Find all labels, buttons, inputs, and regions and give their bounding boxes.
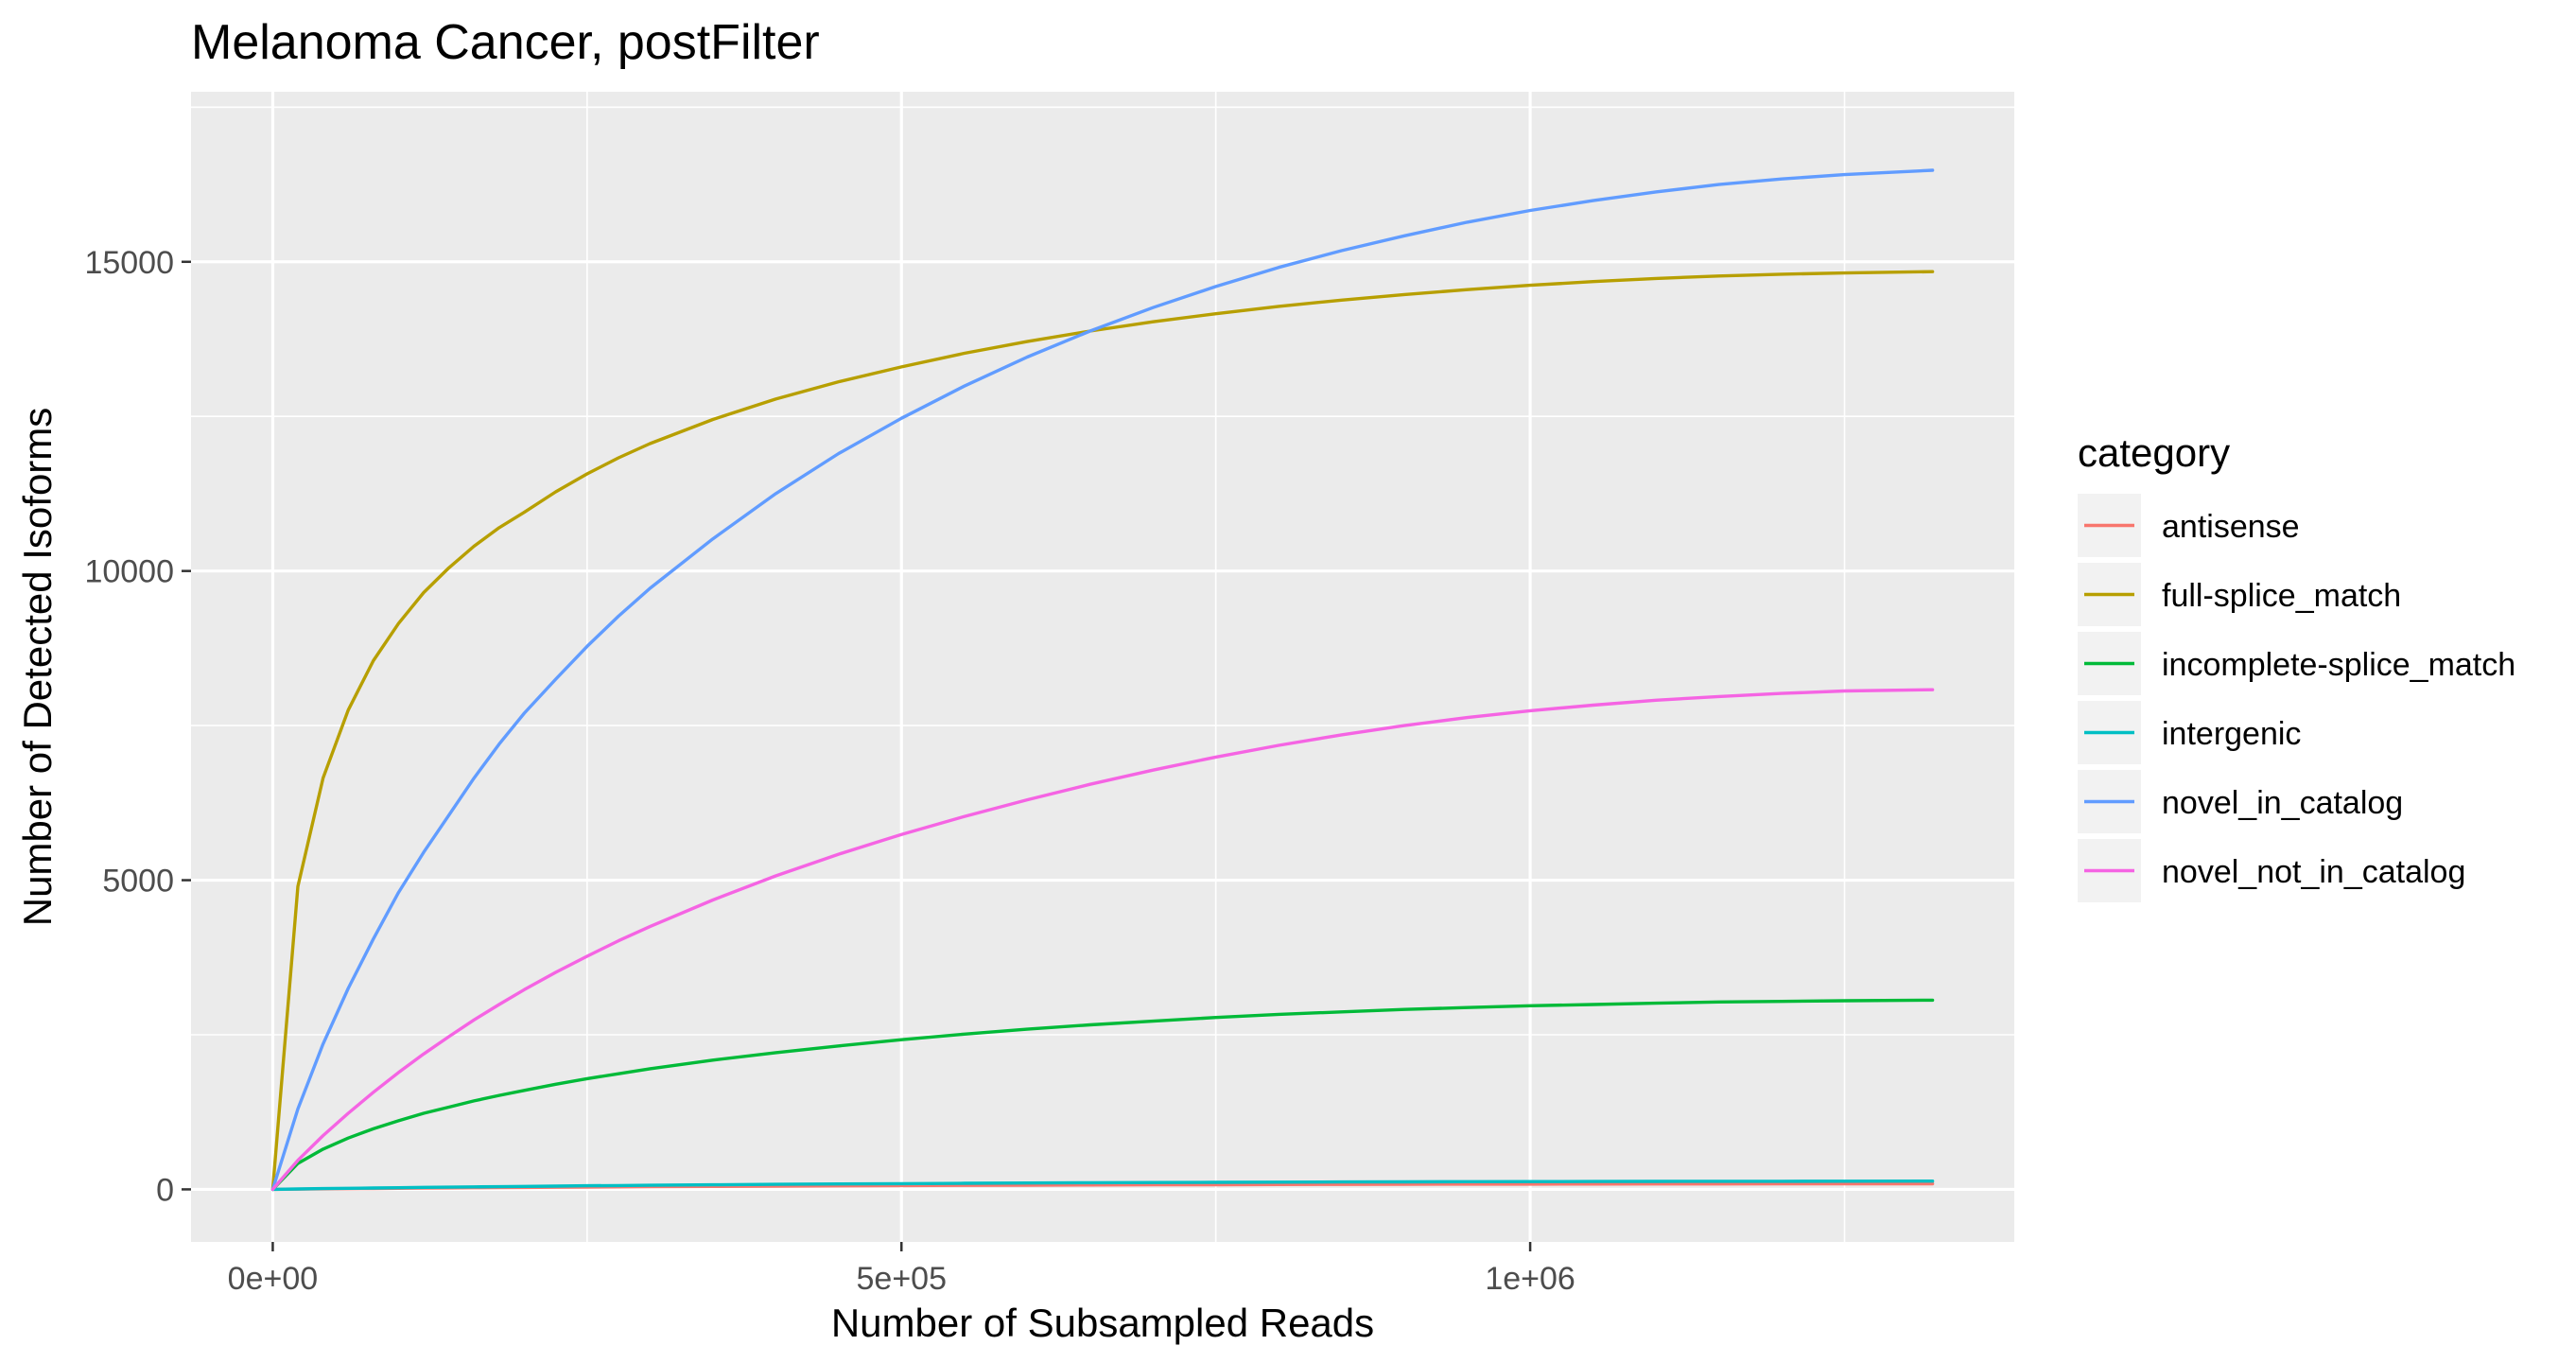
legend-item-novel_not_in_catalog: novel_not_in_catalog [2078, 839, 2465, 902]
x-axis-title: Number of Subsampled Reads [831, 1301, 1374, 1345]
legend-item-novel_in_catalog: novel_in_catalog [2078, 770, 2403, 833]
series-lines [270, 168, 1935, 1192]
legend-label: antisense [2162, 509, 2300, 545]
series-line-incomplete-splice_match [270, 998, 1935, 1192]
major-gridlines [191, 92, 2014, 1242]
series-line-novel_not_in_catalog [270, 688, 1935, 1192]
minor-gridlines [191, 92, 2014, 1242]
y-tick-label: 10000 [84, 554, 174, 590]
y-tick-label: 5000 [102, 864, 174, 900]
legend-item-full-splice_match: full-splice_match [2078, 563, 2401, 626]
plot-panel [191, 92, 2014, 1242]
y-axis-title: Number of Detected Isoforms [15, 408, 60, 927]
x-axis: 0e+00 5e+05 1e+06 [228, 1242, 1575, 1297]
x-tick-label: 0e+00 [228, 1261, 319, 1297]
y-tick-label: 0 [156, 1172, 174, 1208]
series-line-novel_in_catalog [270, 168, 1935, 1192]
y-tick-label: 15000 [84, 245, 174, 281]
y-axis: 0 5000 10000 15000 [84, 245, 191, 1208]
legend-label: novel_in_catalog [2162, 785, 2403, 821]
series-line-full-splice_match [270, 270, 1935, 1192]
legend-item-intergenic: intergenic [2078, 701, 2301, 764]
series-line-intergenic [270, 1179, 1935, 1192]
legend-item-incomplete-splice_match: incomplete-splice_match [2078, 632, 2515, 695]
legend-label: incomplete-splice_match [2162, 647, 2515, 683]
legend: category antisense full-splice_matchincom… [2078, 430, 2515, 902]
chart-title: Melanoma Cancer, postFilter [191, 15, 820, 70]
x-tick-label: 1e+06 [1485, 1261, 1575, 1297]
x-tick-label: 5e+05 [857, 1261, 948, 1297]
legend-label: intergenic [2162, 716, 2301, 752]
legend-item-antisense: antisense [2078, 494, 2300, 557]
legend-label: full-splice_match [2162, 578, 2401, 614]
legend-label: novel_not_in_catalog [2162, 854, 2465, 890]
legend-title: category [2078, 430, 2230, 475]
